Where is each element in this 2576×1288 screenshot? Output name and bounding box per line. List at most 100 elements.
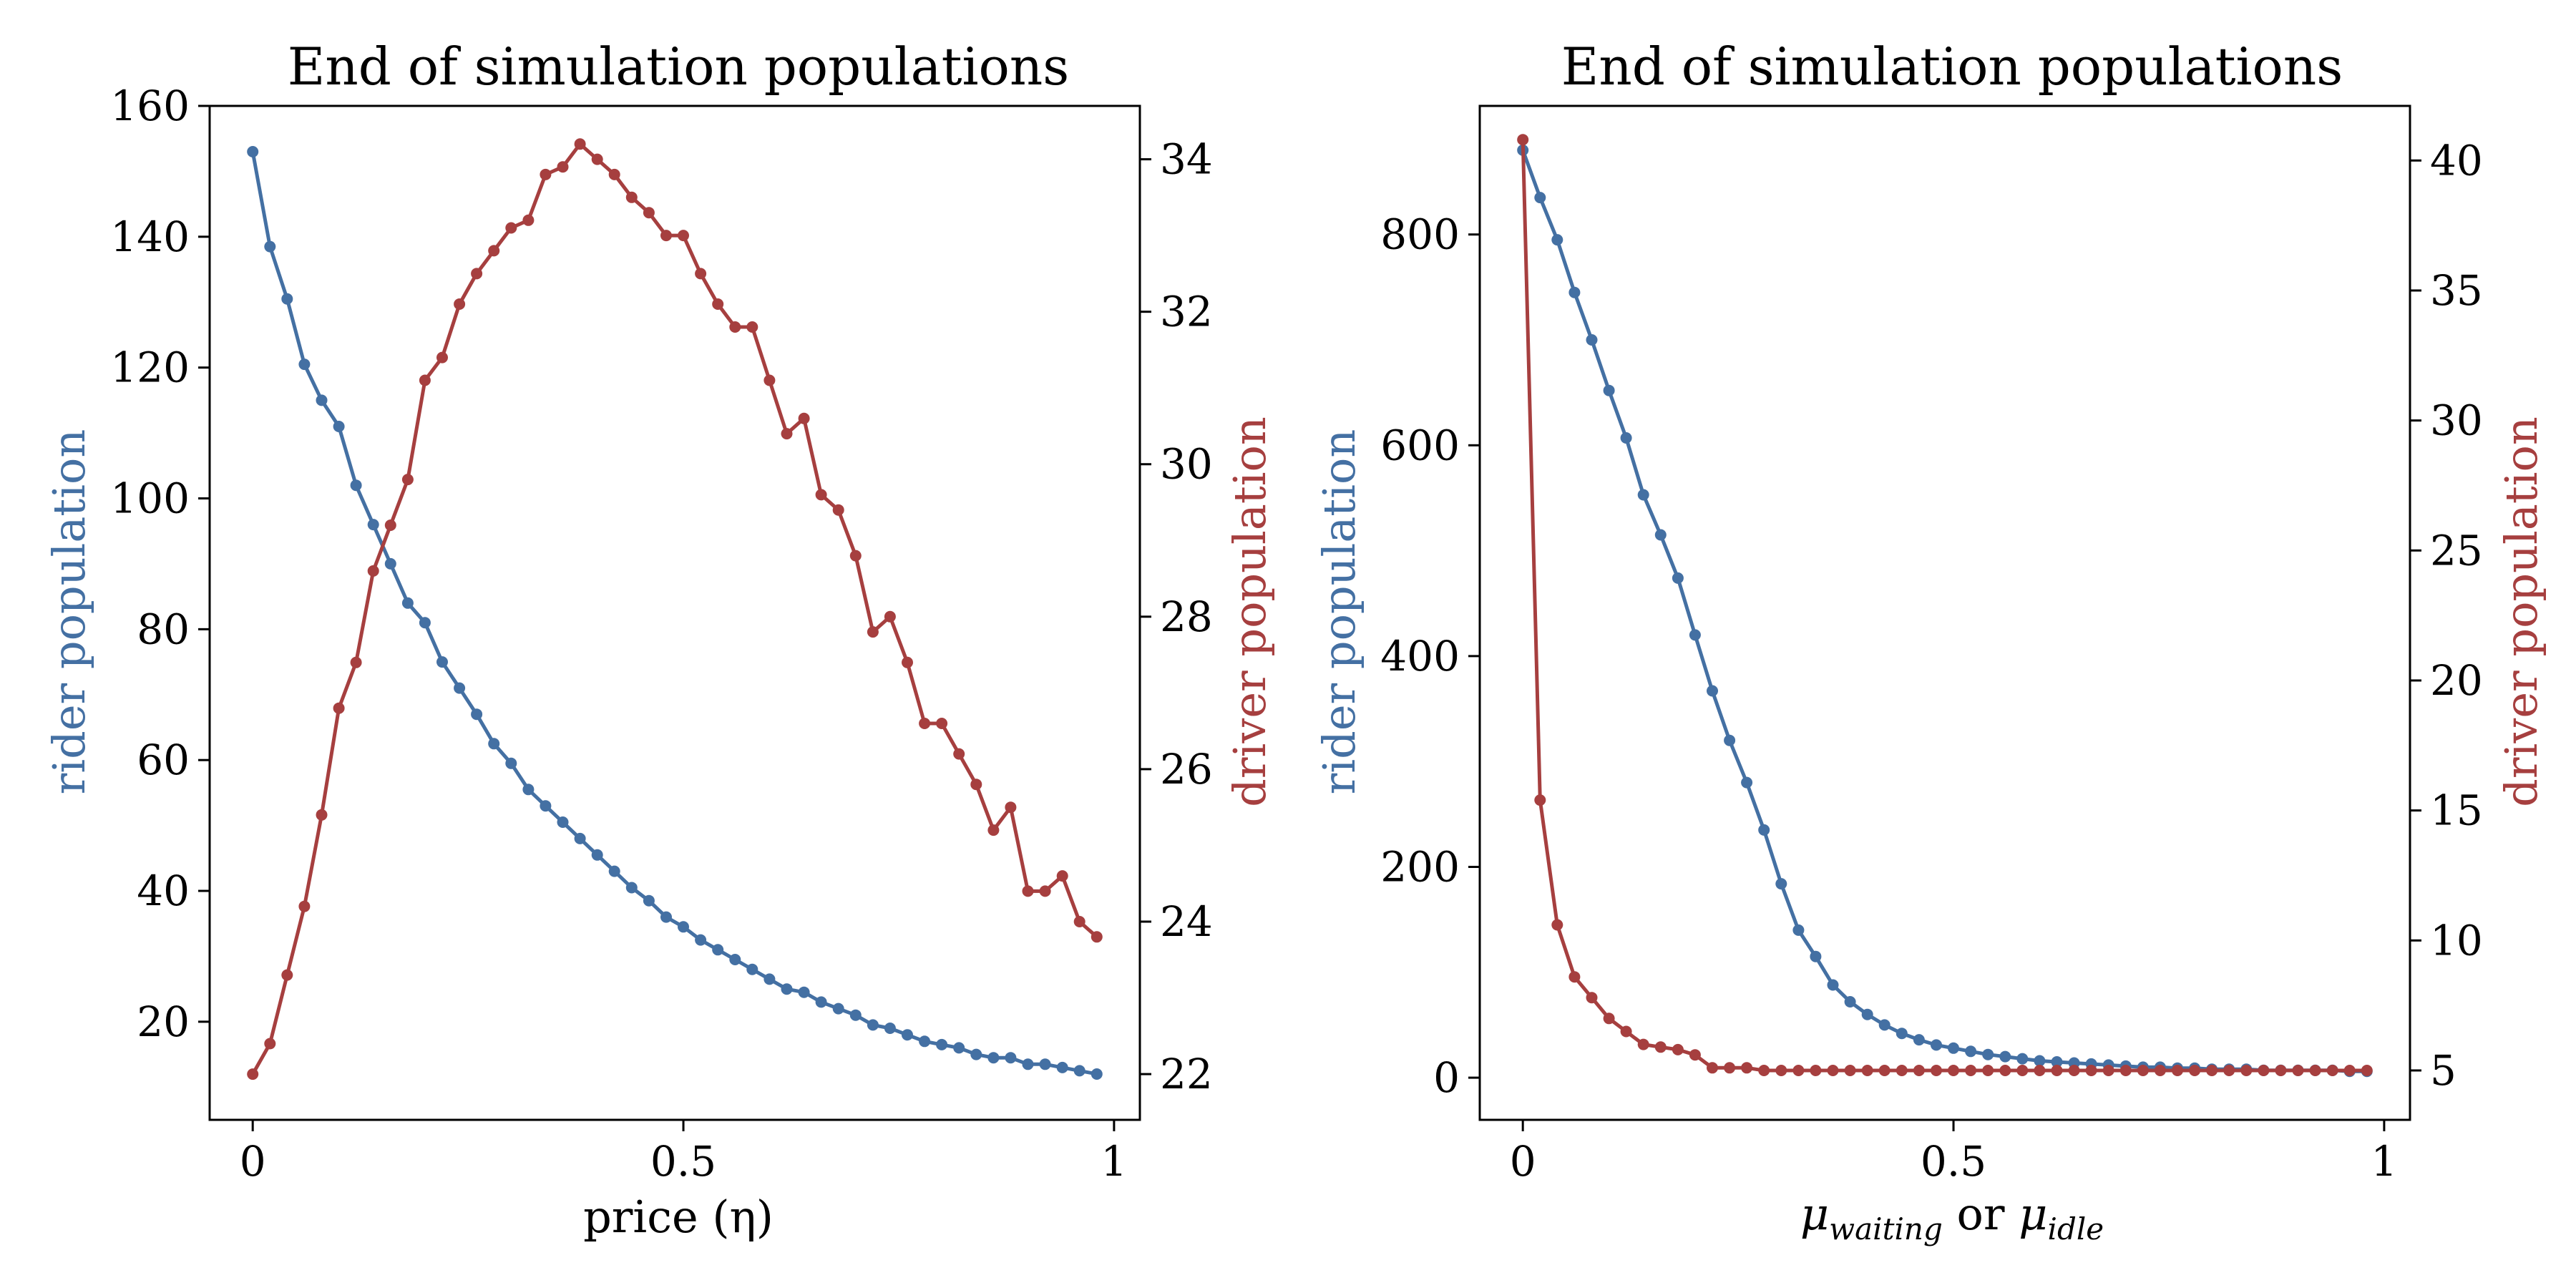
left-rider-point	[729, 954, 741, 965]
left-y-tick-label: 100	[110, 474, 190, 523]
left-rider-point	[1005, 1052, 1017, 1064]
left-driver-point	[1005, 801, 1017, 814]
left-driver-point	[367, 565, 379, 577]
right-rider-point	[1551, 234, 1563, 246]
right-rider-point	[1775, 878, 1787, 890]
left-x-tick-label: 0	[240, 1137, 266, 1186]
left-rider-point	[1056, 1061, 1068, 1073]
right-rider-point	[1586, 334, 1598, 346]
right-driver-point	[1827, 1065, 1839, 1076]
left-y-tick-label: 120	[110, 343, 190, 392]
right-rider-point	[1878, 1019, 1890, 1031]
right-y-tick-label: 600	[1380, 421, 1460, 469]
right-driver-point	[2172, 1065, 2183, 1076]
left-rider-point	[471, 708, 483, 721]
right-driver-point	[1913, 1065, 1925, 1076]
right-driver-point	[2154, 1065, 2166, 1076]
left-rider-point	[557, 816, 569, 828]
left-rider-point	[591, 849, 603, 861]
left-driver-point	[454, 298, 466, 310]
left-rider-point	[384, 557, 396, 570]
left-driver-point	[660, 230, 672, 242]
left-driver-point	[970, 779, 982, 791]
right-driver-point	[2326, 1065, 2338, 1076]
right-rider-point	[1999, 1050, 2011, 1063]
right-driver-point	[1672, 1043, 1684, 1055]
mu-symbol-2: μ	[2019, 1188, 2047, 1240]
left-driver-point	[436, 351, 448, 364]
left-driver-point	[350, 656, 362, 668]
left-rider-point	[678, 921, 689, 933]
right-y-axis-label: rider population	[1313, 429, 1365, 795]
left-chart-title: End of simulation populations	[288, 36, 1069, 97]
left-rider-point	[608, 865, 620, 877]
left-rider-point	[505, 757, 517, 769]
left-driver-point	[815, 489, 827, 501]
right-driver-point	[2085, 1065, 2097, 1076]
left-rider-point	[884, 1023, 896, 1034]
right-rider-point	[1844, 996, 1856, 1008]
left-rider-point	[333, 421, 345, 432]
left-driver-point	[832, 504, 844, 516]
left-rider-point	[419, 617, 431, 629]
left-driver-point	[401, 474, 414, 486]
left-rider-point	[798, 986, 810, 998]
right-driver-point	[1931, 1065, 1942, 1076]
right-driver-point	[1758, 1065, 1770, 1076]
left-y-tick-label: 60	[137, 736, 190, 784]
right-rider-point	[2051, 1056, 2063, 1068]
left-rider-point	[936, 1038, 948, 1050]
right-driver-point	[1689, 1049, 1701, 1061]
right-rider-series-line	[1521, 150, 2367, 1073]
right-driver-point	[1810, 1065, 1822, 1076]
left-driver-point	[505, 222, 517, 234]
right-driver-point	[2309, 1065, 2321, 1076]
left-secondary-y-tick-label: 30	[1160, 440, 1213, 489]
left-rider-point	[574, 832, 586, 844]
right-secondary-y-tick-label: 10	[2430, 916, 2483, 965]
right-driver-point	[2051, 1065, 2063, 1076]
right-driver-series-line	[1521, 140, 2367, 1073]
left-rider-point	[540, 800, 552, 812]
left-y-tick-label: 40	[137, 867, 190, 915]
idle-subscript: idle	[2048, 1211, 2104, 1246]
left-rider-point	[849, 1009, 862, 1021]
left-driver-point	[987, 824, 1000, 836]
right-rider-point	[1689, 629, 1701, 641]
left-driver-point	[574, 138, 586, 150]
or-word: or	[1943, 1188, 2019, 1240]
left-x-tick-label: 1	[1101, 1137, 1127, 1186]
right-driver-point	[1724, 1062, 1736, 1074]
right-driver-point	[1861, 1065, 1873, 1076]
right-plot-frame	[1478, 104, 2411, 1121]
right-rider-point	[1672, 572, 1684, 584]
right-secondary-y-tick-label: 35	[2430, 266, 2483, 315]
right-x-axis-label: μwaiting or μidle	[1800, 1188, 2104, 1246]
left-secondary-y-tick-label: 22	[1160, 1050, 1213, 1098]
right-chart-title: End of simulation populations	[1561, 36, 2343, 97]
right-driver-point	[1999, 1065, 2011, 1076]
right-driver-point	[1844, 1065, 1856, 1076]
left-secondary-y-tick-label: 24	[1160, 897, 1213, 946]
right-driver-point	[2189, 1065, 2201, 1076]
right-rider-point	[1741, 776, 1753, 789]
right-secondary-y-tick-label: 15	[2430, 786, 2483, 835]
left-rider-point	[919, 1035, 931, 1048]
left-driver-point	[384, 519, 396, 531]
left-y-tick-label: 20	[137, 997, 190, 1046]
right-rider-point	[1982, 1048, 1994, 1060]
left-rider-point	[488, 738, 500, 750]
right-driver-point	[2016, 1065, 2029, 1076]
left-driver-point	[298, 900, 311, 912]
right-rider-point	[1534, 192, 1546, 204]
left-driver-point	[1073, 916, 1085, 927]
left-rider-point	[1091, 1068, 1103, 1080]
waiting-subscript: waiting	[1829, 1211, 1943, 1246]
right-y-tick-label: 0	[1433, 1053, 1460, 1102]
left-driver-point	[333, 702, 345, 714]
right-driver-point	[2275, 1065, 2287, 1076]
left-driver-point	[247, 1068, 259, 1080]
left-driver-point	[936, 718, 948, 729]
left-rider-point	[953, 1042, 965, 1054]
